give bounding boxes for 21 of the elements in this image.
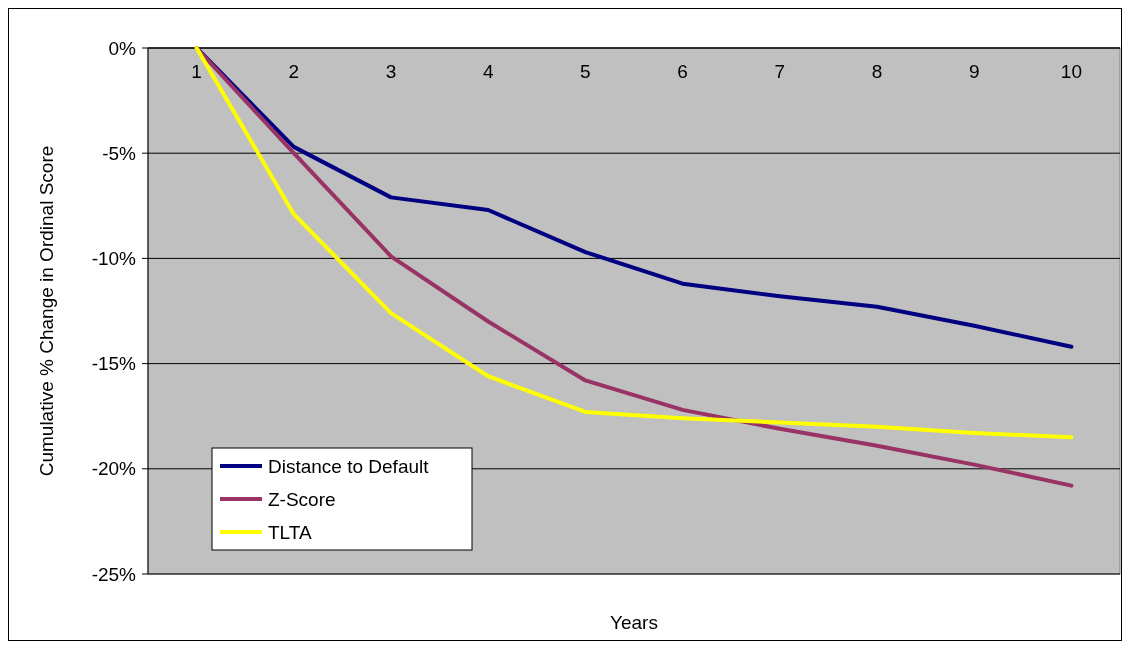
y-axis-title: Cumulative % Change in Ordinal Score [36,145,57,477]
x-tick-label: 7 [774,61,786,82]
legend-label: TLTA [268,521,312,543]
y-tick-label: 0% [108,37,137,59]
x-tick-label: 1 [191,61,202,82]
x-tick-label: 3 [385,61,397,82]
x-tick-label: 8 [871,61,883,82]
y-tick-label: -10% [91,248,137,270]
y-tick-label: -25% [91,563,137,585]
legend-label: Distance to Default [268,455,430,477]
x-tick-label: 9 [968,61,980,82]
y-tick-label: -5% [102,142,137,164]
x-tick-label: 2 [288,61,300,82]
x-axis-title: Years [610,612,658,633]
x-tick-label: 10 [1060,61,1082,82]
x-tick-label: 6 [677,61,688,82]
y-tick-label: -20% [91,458,137,480]
legend-label: Z-Score [268,488,336,510]
x-tick-label: 4 [482,61,494,82]
x-tick-label: 5 [580,61,591,82]
y-tick-label: -15% [91,353,137,375]
